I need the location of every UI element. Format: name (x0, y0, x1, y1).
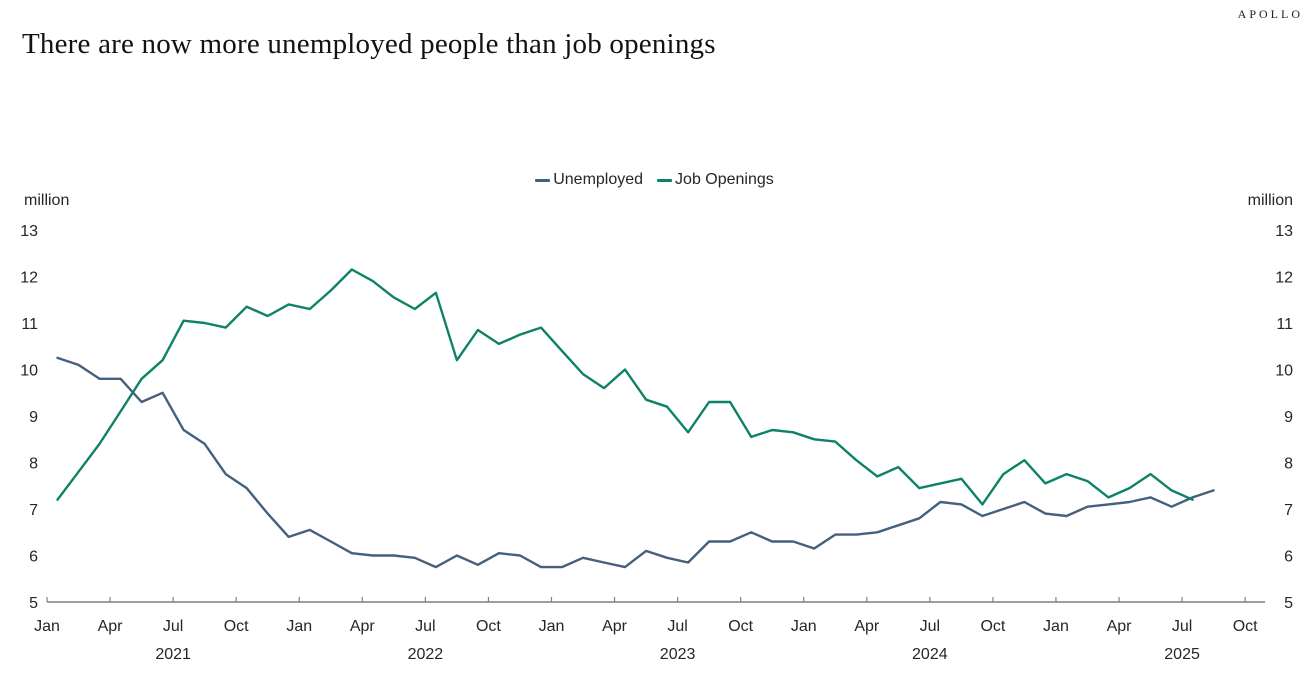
y-axis-tick-label-right: 5 (1284, 595, 1293, 612)
y-axis-tick-label-left: 5 (29, 595, 38, 612)
x-axis-tick-label: Oct (1233, 618, 1258, 635)
y-axis-tick-label-left: 11 (21, 316, 38, 333)
x-axis-tick-label: Jul (920, 618, 940, 635)
legend-swatch-job-openings (657, 178, 673, 182)
x-axis-tick-label: Apr (602, 618, 628, 635)
x-axis-tick-label: Oct (728, 618, 753, 635)
x-axis-tick-label: Jan (791, 618, 817, 635)
y-axis-tick-label-left: 12 (20, 270, 38, 287)
y-axis-tick-label-right: 7 (1284, 502, 1293, 519)
y-axis-tick-label-left: 9 (29, 409, 38, 426)
x-axis-tick-label: Jan (539, 618, 565, 635)
legend-label-unemployed: Unemployed (553, 171, 644, 188)
y-axis-tick-label-left: 7 (29, 502, 38, 519)
x-axis-tick-label: Jan (34, 618, 60, 635)
x-axis-year-label: 2021 (155, 646, 191, 663)
x-axis-tick-label: Oct (224, 618, 249, 635)
y-axis-unit-left: million (24, 192, 70, 209)
y-axis-tick-label-left: 10 (20, 363, 38, 380)
x-axis-year-label: 2022 (408, 646, 444, 663)
y-axis-tick-label-right: 9 (1284, 409, 1293, 426)
legend-label-job-openings: Job Openings (675, 171, 774, 188)
y-axis-tick-label-right: 6 (1284, 549, 1293, 566)
y-axis-tick-label-right: 13 (1275, 223, 1293, 240)
apollo-logo: APOLLO (1237, 7, 1303, 21)
y-axis-tick-label-left: 13 (20, 223, 38, 240)
y-axis-tick-label-right: 12 (1275, 270, 1293, 287)
y-axis-tick-label-right: 11 (1276, 316, 1293, 333)
x-axis-tick-label: Apr (854, 618, 880, 635)
x-axis-tick-label: Jul (1172, 618, 1192, 635)
x-axis-tick-label: Oct (476, 618, 501, 635)
y-axis-unit-right: million (1247, 192, 1293, 209)
y-axis-tick-label-right: 10 (1275, 363, 1293, 380)
series-line-job-openings (56, 268, 1194, 506)
y-axis-tick-label-left: 8 (29, 456, 38, 473)
x-axis-year-label: 2024 (912, 646, 948, 663)
x-axis-tick-label: Jul (667, 618, 687, 635)
chart-legend: Unemployed Job Openings (0, 171, 1309, 189)
legend-item-job-openings: Job Openings (657, 171, 774, 189)
y-axis-tick-label-right: 8 (1284, 456, 1293, 473)
x-axis-year-label: 2025 (1164, 646, 1200, 663)
legend-swatch-unemployed (535, 178, 551, 182)
x-axis-tick-label: Jul (415, 618, 435, 635)
x-axis-year-label: 2023 (660, 646, 696, 663)
series-line-unemployed (56, 356, 1215, 569)
x-axis-tick-label: Jul (163, 618, 183, 635)
x-axis-tick-label: Apr (350, 618, 376, 635)
x-axis-tick-label: Oct (980, 618, 1005, 635)
x-axis-tick-label: Jan (286, 618, 312, 635)
x-axis-tick-label: Apr (98, 618, 124, 635)
x-axis-tick-label: Jan (1043, 618, 1069, 635)
legend-item-unemployed: Unemployed (535, 171, 643, 189)
y-axis-tick-label-left: 6 (29, 549, 38, 566)
x-axis-tick-label: Apr (1107, 618, 1133, 635)
chart-title: There are now more unemployed people tha… (22, 28, 716, 60)
